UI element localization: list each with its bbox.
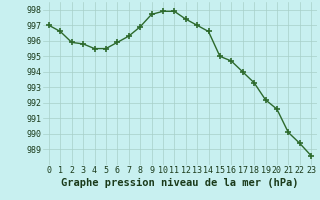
X-axis label: Graphe pression niveau de la mer (hPa): Graphe pression niveau de la mer (hPa) bbox=[61, 178, 299, 188]
